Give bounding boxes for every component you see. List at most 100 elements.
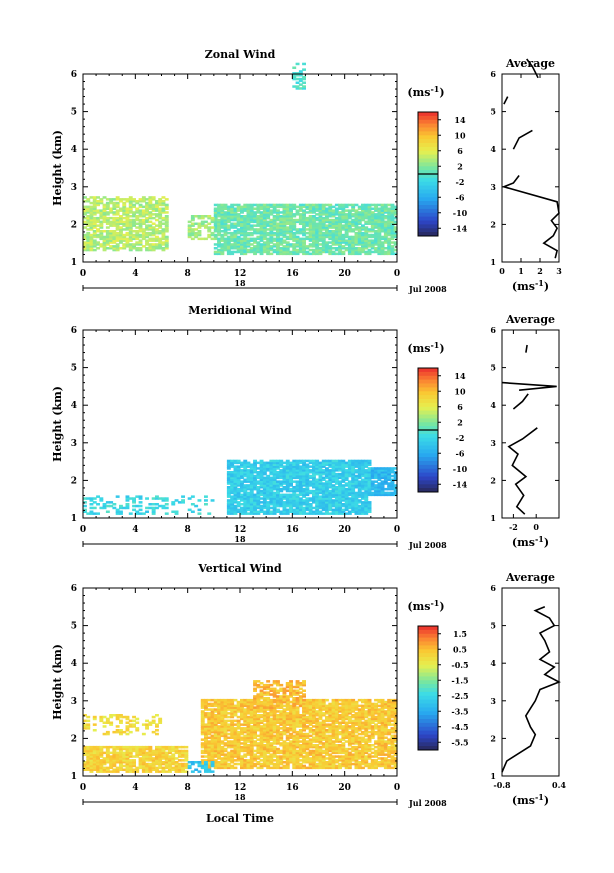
heatmap-cell: [210, 237, 215, 241]
heatmap-cell: [377, 231, 382, 235]
x-tick-label: 20: [338, 525, 351, 535]
heatmap-cell: [328, 211, 333, 214]
heatmap-cell: [292, 72, 297, 75]
heatmap-cell: [328, 469, 333, 472]
heatmap-cell: [344, 474, 349, 478]
heatmap-cell: [289, 506, 293, 510]
heatmap-cell: [158, 757, 163, 760]
heatmap-cell: [115, 213, 120, 216]
heatmap-cell: [285, 487, 290, 491]
heatmap-cell: [334, 241, 339, 244]
heatmap-cell: [341, 237, 346, 241]
heatmap-cell: [266, 245, 271, 248]
heatmap-cell: [236, 215, 241, 218]
heatmap-cell: [269, 714, 274, 717]
heatmap-cell: [315, 216, 320, 220]
heatmap-cell: [122, 216, 127, 220]
heatmap-cell: [328, 233, 333, 237]
heatmap-cell: [119, 751, 123, 755]
heatmap-cell: [262, 241, 267, 244]
heatmap-cell: [230, 211, 235, 214]
heatmap-cell: [361, 241, 365, 244]
heatmap-cell: [269, 205, 274, 209]
heatmap-cell: [256, 512, 261, 515]
heatmap-cell: [236, 207, 241, 210]
heatmap-cell: [92, 751, 97, 755]
heatmap-cell: [125, 231, 130, 235]
heatmap-cell: [249, 736, 254, 739]
heatmap-cell: [246, 764, 251, 768]
heatmap-cell: [282, 474, 287, 478]
heatmap-cell: [132, 198, 136, 201]
heatmap-cell: [99, 224, 104, 227]
heatmap-cell: [83, 751, 87, 755]
heatmap-cell: [276, 736, 280, 739]
colorbar-tick-label: 2: [457, 417, 463, 427]
heatmap-cell: [351, 499, 356, 502]
heatmap-cell: [383, 250, 388, 254]
heatmap-cell: [295, 235, 300, 239]
heatmap-cell: [171, 510, 176, 513]
heatmap-cell: [177, 762, 182, 766]
heatmap-cell: [256, 218, 261, 222]
heatmap-cell: [380, 252, 385, 256]
heatmap-cell: [305, 491, 310, 495]
heatmap-cell: [223, 708, 228, 711]
heatmap-cell: [135, 768, 140, 771]
heatmap-cell: [377, 245, 382, 248]
heatmap-cell: [243, 493, 248, 497]
heatmap-cell: [302, 499, 306, 502]
heatmap-cell: [298, 465, 303, 468]
heatmap-cell: [233, 231, 238, 235]
heatmap-cell: [276, 740, 280, 743]
heatmap-cell: [295, 497, 300, 500]
profile-line: [501, 175, 560, 259]
heatmap-cell: [259, 732, 264, 736]
heatmap-cell: [377, 215, 382, 218]
heatmap-cell: [233, 510, 238, 513]
heatmap-cell: [230, 740, 235, 743]
heatmap-cell: [318, 486, 323, 489]
heatmap-cell: [145, 209, 149, 212]
heatmap-cell: [145, 768, 149, 771]
heatmap-cell: [240, 736, 244, 739]
heatmap-cell: [334, 230, 339, 233]
heatmap-cell: [262, 729, 267, 732]
heatmap-cell: [334, 508, 339, 512]
heatmap-cell: [240, 495, 244, 498]
heatmap-cell: [341, 215, 346, 218]
heatmap-cell: [141, 747, 146, 751]
heatmap-cell: [266, 708, 271, 711]
heatmap-cell: [223, 710, 228, 713]
heatmap-cell: [86, 216, 91, 220]
heatmap-cell: [259, 248, 264, 252]
colorbar-tick-label: 6: [457, 402, 463, 412]
heatmap-cell: [276, 205, 280, 209]
heatmap-cell: [276, 250, 280, 254]
heatmap-cell: [236, 751, 241, 755]
heatmap-cell: [125, 495, 130, 498]
heatmap-cell: [174, 510, 179, 513]
heatmap-cell: [128, 211, 133, 214]
heatmap-cell: [220, 702, 225, 706]
heatmap-cell: [122, 761, 127, 764]
heatmap-cell: [148, 233, 153, 237]
heatmap-cell: [269, 484, 274, 487]
heatmap-cell: [96, 747, 100, 751]
heatmap-cell: [125, 762, 130, 766]
heatmap-cell: [331, 487, 336, 491]
heatmap-cell: [344, 484, 349, 487]
heatmap-cell: [141, 745, 146, 749]
heatmap-cell: [285, 493, 290, 497]
heatmap-cell: [246, 228, 251, 231]
heatmap-cell: [112, 201, 117, 205]
heatmap-cell: [240, 487, 244, 491]
heatmap-cell: [295, 476, 300, 480]
heatmap-cell: [269, 235, 274, 239]
heatmap-cell: [361, 216, 365, 220]
heatmap-cell: [328, 474, 333, 478]
heatmap-cell: [328, 495, 333, 498]
heatmap-cell: [125, 761, 130, 764]
heatmap-cell: [272, 480, 277, 483]
heatmap-cell: [249, 226, 254, 229]
